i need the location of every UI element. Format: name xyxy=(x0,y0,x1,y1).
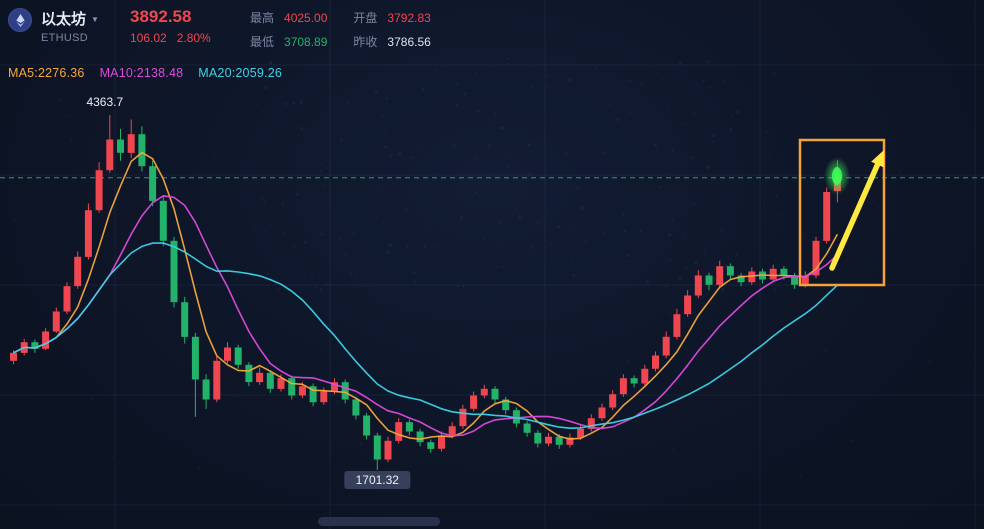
low-price-label: 1701.32 xyxy=(356,473,400,487)
symbol-name: 以太坊 xyxy=(41,11,87,28)
chevron-down-icon: ▼ xyxy=(91,15,99,24)
change-percent: 2.80% xyxy=(176,31,211,45)
stat-high: 最高 4025.00 xyxy=(250,9,327,26)
ma10-label: MA10:2138.48 xyxy=(99,66,184,80)
ma5-label: MA5:2276.36 xyxy=(8,66,85,80)
ma20-label: MA20:2059.26 xyxy=(198,66,282,80)
ma5-line xyxy=(13,151,839,441)
stat-low: 最低 3708.89 xyxy=(250,33,327,50)
ma10-line xyxy=(13,195,838,437)
stat-value-2: 3792.83 xyxy=(387,11,431,25)
price-change: 106.02 2.80% xyxy=(130,31,224,45)
change-value: 106.02 xyxy=(130,31,167,45)
world-map-dots xyxy=(13,46,968,477)
last-price: 3892.58 xyxy=(130,7,192,26)
stat-label-2: 开盘 xyxy=(353,11,378,25)
daily-stats: 最高 4025.00 最低 3708.89 开盘 3792.83 昨收 3786… xyxy=(250,9,431,50)
ethereum-diamond-icon xyxy=(15,13,25,27)
stat-label-1: 最低 xyxy=(250,35,275,49)
ma20-line xyxy=(13,242,838,430)
quote-header: 以太坊 ▼ ETHUSD 3892.58 106.02 2.80% 最高 402… xyxy=(8,8,431,50)
ma-indicators: MA5:2276.36 MA10:2138.48 MA20:2059.26 xyxy=(8,66,282,80)
eth-coin-icon xyxy=(8,8,32,32)
trend-arrow-head xyxy=(871,150,884,168)
stat-value-1: 3708.89 xyxy=(284,35,328,49)
stats-column-2: 开盘 3792.83 昨收 3786.56 xyxy=(353,9,430,50)
stat-label-3: 昨收 xyxy=(353,35,378,49)
symbol-selector[interactable]: 以太坊 ▼ xyxy=(41,8,99,29)
symbol-texts: 以太坊 ▼ ETHUSD xyxy=(41,8,99,44)
highlight-box xyxy=(798,138,886,287)
stat-value-3: 3786.56 xyxy=(387,35,431,49)
symbol-block: 以太坊 ▼ ETHUSD xyxy=(8,8,104,44)
symbol-code: ETHUSD xyxy=(41,32,89,44)
zoom-scrollbar-handle[interactable] xyxy=(318,517,440,526)
stat-open: 开盘 3792.83 xyxy=(353,9,430,26)
glow-highlight-core xyxy=(832,167,842,185)
low-price-badge xyxy=(344,471,411,489)
stat-label-0: 最高 xyxy=(250,11,275,25)
price-block: 3892.58 106.02 2.80% xyxy=(130,8,224,45)
trend-arrow-shaft xyxy=(829,161,881,271)
stat-value-0: 4025.00 xyxy=(284,11,328,25)
high-price-label: 4363.7 xyxy=(86,95,123,109)
stats-column-1: 最高 4025.00 最低 3708.89 xyxy=(250,9,327,50)
stat-prev-close: 昨收 3786.56 xyxy=(353,33,430,50)
